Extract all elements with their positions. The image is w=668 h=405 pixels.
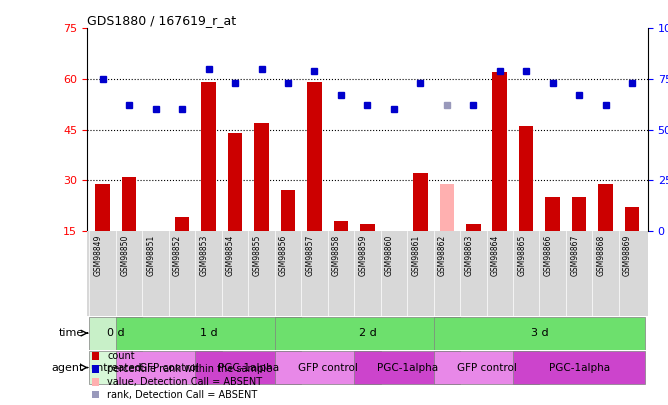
Text: GSM98867: GSM98867	[570, 235, 579, 277]
Bar	[413, 173, 428, 231]
Bar	[434, 317, 645, 350]
Bar	[175, 217, 190, 231]
Text: GSM98851: GSM98851	[147, 235, 156, 276]
Text: GSM98861: GSM98861	[411, 235, 420, 276]
Text: GSM98859: GSM98859	[359, 235, 367, 277]
Text: PGC-1alpha: PGC-1alpha	[377, 362, 438, 373]
Bar	[281, 190, 295, 231]
Bar	[572, 197, 587, 231]
Bar	[96, 183, 110, 231]
Bar	[122, 177, 136, 231]
Text: GSM98858: GSM98858	[332, 235, 341, 276]
Text: GFP control: GFP control	[298, 362, 357, 373]
Text: GSM98849: GSM98849	[94, 235, 103, 277]
Bar	[201, 82, 216, 231]
Bar	[513, 351, 645, 384]
Bar	[255, 123, 269, 231]
Text: GSM98868: GSM98868	[597, 235, 606, 276]
Text: PGC-1alpha: PGC-1alpha	[548, 362, 610, 373]
Bar	[275, 351, 381, 384]
Text: GSM98865: GSM98865	[517, 235, 526, 277]
Text: PGC-1alpha: PGC-1alpha	[218, 362, 279, 373]
Bar	[195, 351, 301, 384]
Bar	[625, 207, 639, 231]
Text: GFP control: GFP control	[139, 362, 199, 373]
Bar	[440, 183, 454, 231]
Text: GSM98855: GSM98855	[253, 235, 262, 277]
Legend: count, percentile rank within the sample, value, Detection Call = ABSENT, rank, : count, percentile rank within the sample…	[92, 352, 273, 400]
Bar	[434, 351, 540, 384]
Text: GDS1880 / 167619_r_at: GDS1880 / 167619_r_at	[87, 14, 236, 27]
Bar	[492, 72, 507, 231]
Text: untreated: untreated	[90, 362, 142, 373]
Text: GSM98854: GSM98854	[226, 235, 235, 277]
Text: GSM98862: GSM98862	[438, 235, 447, 276]
Text: 3 d: 3 d	[530, 328, 548, 338]
Bar	[116, 317, 301, 350]
Text: GSM98869: GSM98869	[623, 235, 632, 277]
Bar	[275, 317, 460, 350]
Text: GFP control: GFP control	[456, 362, 516, 373]
Bar	[519, 126, 534, 231]
Text: GSM98860: GSM98860	[385, 235, 394, 277]
Text: 1 d: 1 d	[200, 328, 217, 338]
Bar	[354, 351, 460, 384]
Text: 2 d: 2 d	[359, 328, 376, 338]
Bar	[90, 317, 142, 350]
Text: GSM98863: GSM98863	[464, 235, 473, 277]
Bar	[333, 221, 348, 231]
Text: agent: agent	[51, 362, 84, 373]
Text: time: time	[58, 328, 84, 338]
Bar	[360, 224, 375, 231]
Bar	[116, 351, 222, 384]
Bar	[307, 82, 322, 231]
Text: 0 d: 0 d	[107, 328, 125, 338]
Text: GSM98856: GSM98856	[279, 235, 288, 277]
Bar	[90, 351, 142, 384]
Text: GSM98850: GSM98850	[120, 235, 129, 277]
Text: GSM98853: GSM98853	[200, 235, 208, 277]
Text: GSM98857: GSM98857	[305, 235, 315, 277]
Bar	[466, 224, 480, 231]
Bar	[545, 197, 560, 231]
Bar	[228, 133, 242, 231]
Bar	[599, 183, 613, 231]
Text: GSM98864: GSM98864	[491, 235, 500, 277]
Text: GSM98866: GSM98866	[544, 235, 552, 277]
Text: GSM98852: GSM98852	[173, 235, 182, 276]
